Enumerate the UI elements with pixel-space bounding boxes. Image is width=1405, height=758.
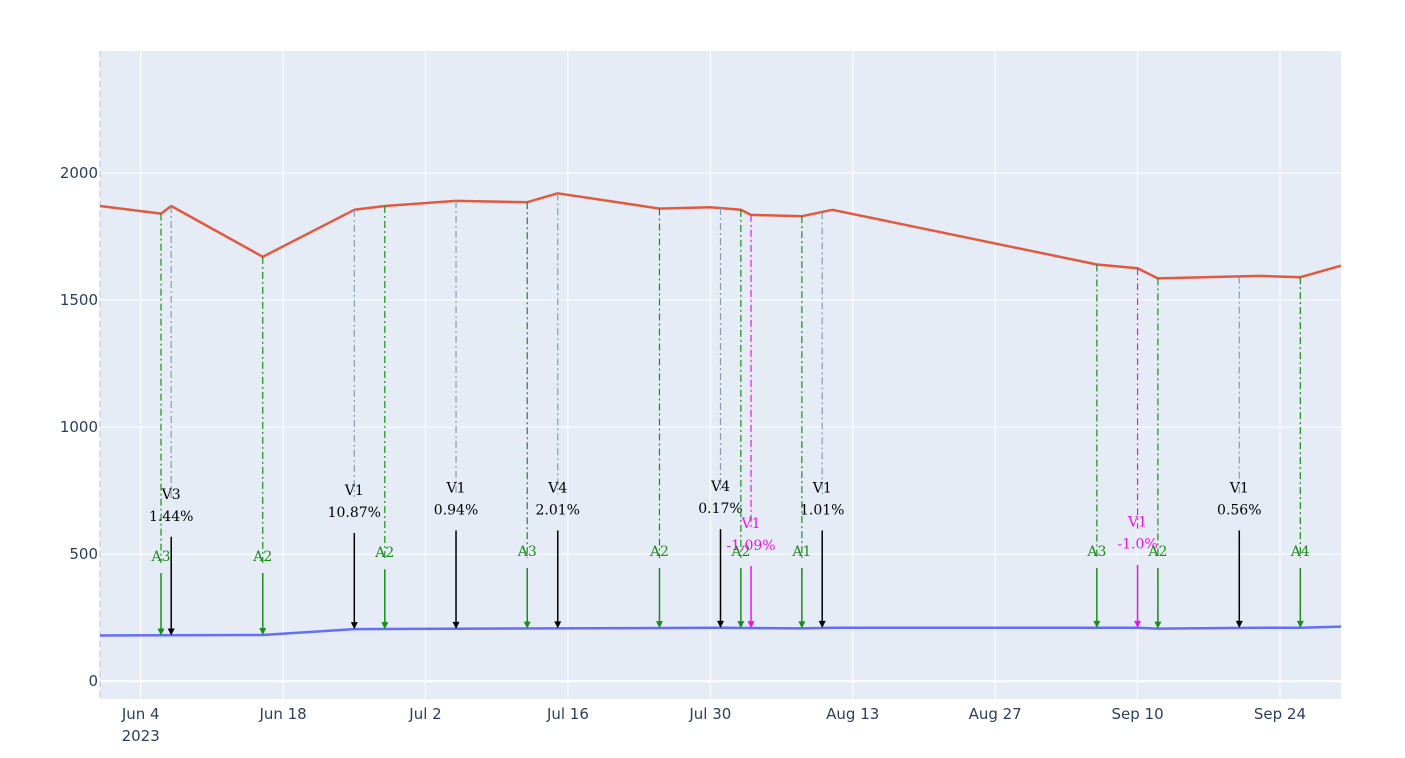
annotation-arrowhead (452, 621, 460, 629)
annotation-arrowhead (167, 628, 175, 636)
x-tick-label: Aug 27 (969, 705, 1022, 723)
y-tick-label: 500 (69, 545, 98, 563)
series-line-bottom (99, 625, 1342, 637)
y-tick-label: 1000 (60, 418, 98, 436)
x-tick-label: Sep 10 (1111, 705, 1163, 723)
annotation: V1 -1.09% (726, 214, 776, 629)
annotation-value: -1.09% (726, 538, 775, 554)
x-tick-sublabel: 2023 (122, 727, 160, 745)
annotation-arrowhead (818, 620, 826, 628)
annotation: A2 (252, 256, 272, 635)
annotation: V1 0.56% (1217, 276, 1262, 628)
annotation-arrowhead (523, 621, 531, 629)
series (99, 192, 1342, 637)
annotation-label: V1 (1127, 515, 1147, 531)
annotation-label: A2 (649, 544, 669, 560)
annotation-arrowhead (717, 620, 724, 628)
annotation-label: A4 (1290, 544, 1310, 560)
annotation-value: 1.44% (149, 509, 193, 525)
annotation-label: A2 (730, 544, 750, 560)
annotation-label: V1 (344, 483, 364, 499)
annotation: A2 (1147, 278, 1167, 629)
annotation-label: A3 (151, 549, 171, 565)
annotation-label: A3 (1086, 544, 1106, 560)
annotation-label: V4 (547, 480, 567, 496)
annotation-arrowhead (157, 628, 165, 636)
annotation: A4 (1290, 277, 1310, 628)
y-tick-label: 1500 (60, 291, 98, 309)
annotation: A3 (151, 213, 171, 636)
x-tick-label: Jun 4 (121, 705, 160, 723)
annotation-arrowhead (737, 621, 745, 629)
annotation-value: 2.01% (536, 502, 580, 518)
annotation-label: V1 (812, 480, 832, 496)
annotation: A2 (374, 206, 394, 630)
annotation-value: 0.56% (1217, 502, 1261, 518)
annotation: A1 (791, 216, 811, 629)
annotation: A3 (1086, 264, 1106, 628)
annotation: V1 10.87% (328, 209, 381, 630)
x-tick-label: Jul 30 (688, 705, 731, 723)
x-tick-label: Jul 16 (546, 705, 589, 723)
annotation: V4 0.17% (698, 208, 743, 628)
annotation-value: 0.94% (434, 502, 478, 518)
annotation: A2 (730, 209, 750, 629)
annotation-label: A2 (1147, 544, 1167, 560)
annotation: A3 (517, 202, 537, 629)
series-line-top (99, 192, 1342, 280)
annotation-arrowhead (381, 622, 389, 630)
annotation-arrowhead (798, 621, 806, 629)
annotation-label: V4 (710, 479, 730, 495)
annotation-arrowhead (350, 622, 358, 630)
annotation: V1 1.01% (800, 212, 844, 628)
annotation: V4 2.01% (536, 193, 580, 629)
annotation-value: 0.17% (698, 501, 742, 517)
annotation-label: A1 (791, 544, 811, 560)
y-tick-label: 0 (88, 672, 98, 690)
annotations: A3V31.44%A2V110.87%A2V10.94%A3V42.01%A2V… (149, 193, 1310, 636)
y-tick-label: 2000 (60, 164, 98, 182)
annotation: V1 -1.0% (1117, 268, 1158, 628)
x-tick-label: Sep 24 (1254, 705, 1306, 723)
x-tick-label: Jul 2 (408, 705, 441, 723)
annotation-arrowhead (259, 627, 267, 635)
annotation-value: -1.0% (1117, 537, 1157, 553)
annotation-label: V1 (446, 480, 466, 496)
annotation-label: A2 (374, 545, 394, 561)
annotation-arrowhead (554, 621, 562, 629)
annotation-arrowhead (1296, 620, 1304, 628)
annotation: A2 (649, 208, 669, 629)
annotation-value: 10.87% (328, 505, 381, 521)
annotation-arrowhead (655, 621, 663, 629)
annotation-value: 1.01% (800, 502, 844, 518)
annotation: V3 1.44% (149, 206, 193, 636)
axes: Jun 4 2023 Jun 18 Jul 2 Jul 16 Jul 30 Aug 13 Au… (60, 164, 1306, 745)
annotation-label: V1 (741, 516, 761, 532)
annotation-label: A2 (252, 549, 272, 565)
annotation-label: V1 (1229, 480, 1249, 496)
annotation-label: A3 (517, 544, 537, 560)
annotation-arrowhead (1154, 621, 1162, 629)
annotation-arrowhead (747, 621, 755, 629)
annotation-label: V3 (161, 487, 181, 503)
x-tick-label: Jun 18 (258, 705, 306, 723)
annotation-arrowhead (1093, 620, 1101, 628)
annotation-arrowhead (1235, 620, 1243, 628)
x-tick-label: Aug 13 (826, 705, 879, 723)
annotation: V1 0.94% (434, 200, 478, 629)
annotation-arrowhead (1134, 620, 1142, 628)
